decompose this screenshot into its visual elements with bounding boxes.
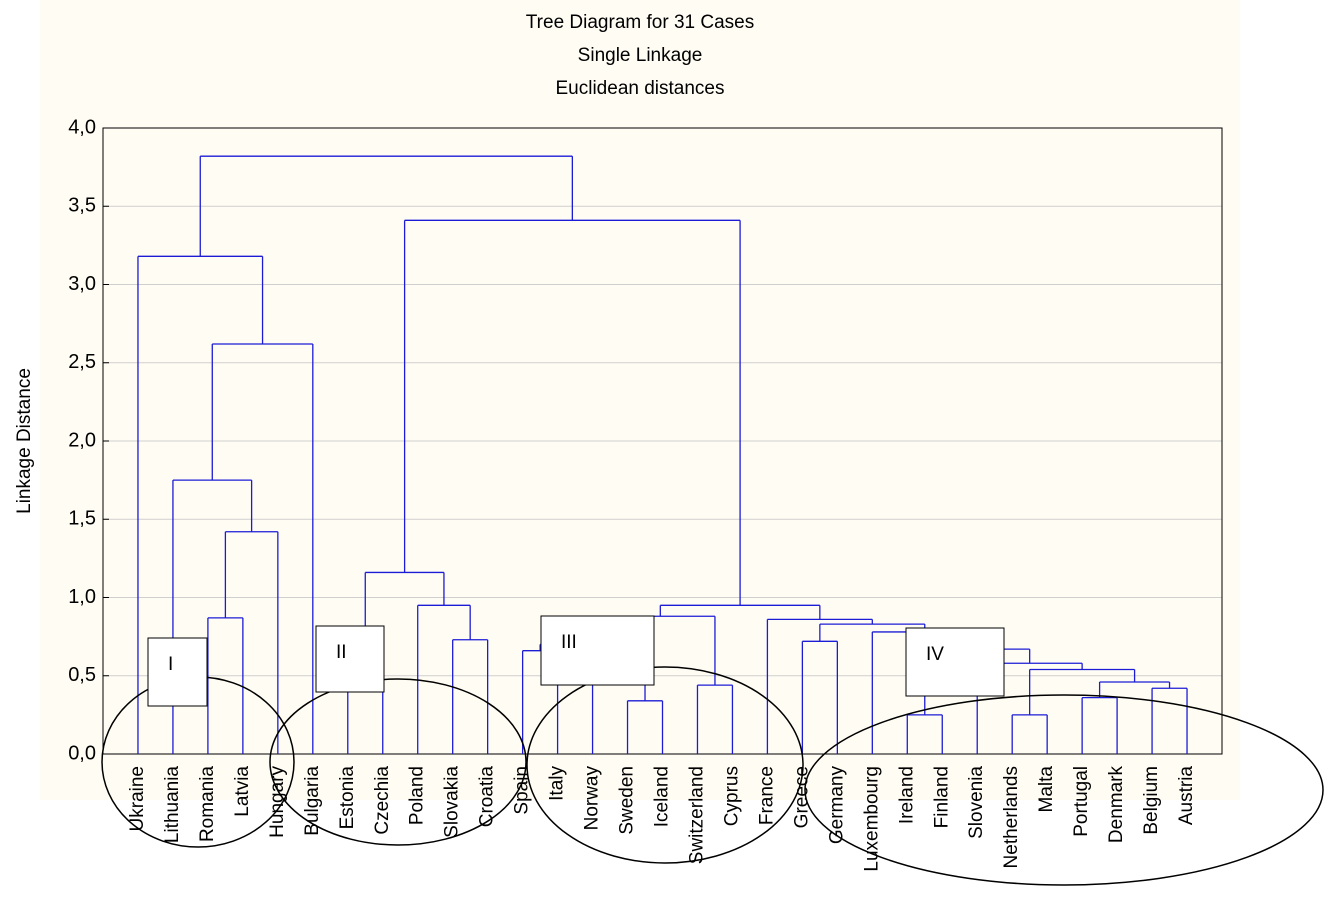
y-tick-label: 0,0 (68, 742, 96, 764)
leaf-label: Slovenia (966, 766, 987, 839)
leaf-label: Netherlands (1001, 766, 1022, 868)
leaf-label: Italy (547, 766, 568, 801)
cluster-ellipse (526, 666, 804, 864)
y-tick-label: 2,0 (68, 429, 96, 451)
chart-title: Tree Diagram for 31 Cases (526, 12, 754, 33)
annotation-label: III (561, 632, 577, 653)
y-tick-label: 4,0 (68, 116, 96, 138)
leaf-label: Estonia (337, 766, 358, 830)
leaf-label: Spain (512, 766, 533, 815)
y-tick-label: 3,5 (68, 195, 96, 217)
leaf-label: Belgium (1141, 766, 1162, 835)
leaf-label: Germany (826, 766, 847, 845)
leaf-label: Czechia (372, 766, 393, 835)
annotation-label: I (168, 654, 173, 675)
annotation-box (147, 637, 208, 707)
annotation-label: II (336, 642, 347, 663)
leaf-label: Ukraine (127, 766, 148, 831)
leaf-label: Slovakia (442, 766, 463, 838)
leaf-label: Malta (1036, 766, 1057, 813)
leaf-label: Luxembourg (861, 766, 882, 872)
leaf-label: Finland (931, 766, 952, 828)
leaf-label: Greece (791, 766, 812, 828)
leaf-label: Sweden (617, 766, 638, 835)
y-tick-label: 3,0 (68, 273, 96, 295)
leaf-label: Latvia (232, 766, 253, 817)
chart-subtitle: Euclidean distances (556, 78, 725, 99)
annotation-box (540, 615, 655, 686)
y-tick-label: 2,5 (68, 351, 96, 373)
leaf-label: Denmark (1106, 766, 1127, 844)
leaf-label: Iceland (652, 766, 673, 827)
y-tick-label: 0,5 (68, 664, 96, 686)
leaf-label: Austria (1176, 766, 1197, 826)
leaf-label: Bulgaria (302, 766, 323, 836)
annotation-box (315, 625, 385, 693)
leaf-label: Croatia (477, 766, 498, 828)
leaf-label: Ireland (896, 766, 917, 824)
leaf-label: Hungary (267, 766, 288, 838)
leaf-label: Norway (582, 766, 603, 831)
y-tick-label: 1,5 (68, 508, 96, 530)
leaf-label: France (756, 766, 777, 825)
leaf-label: Switzerland (686, 766, 707, 864)
annotation-box (905, 627, 1005, 697)
cluster-ellipse (269, 678, 527, 846)
leaf-label: Cyprus (721, 766, 742, 826)
chart-subtitle: Single Linkage (578, 45, 703, 66)
annotation-label: IV (926, 644, 944, 665)
y-axis-label: Linkage Distance (14, 368, 35, 514)
y-tick-label: 1,0 (68, 586, 96, 608)
leaf-label: Romania (197, 766, 218, 842)
leaf-label: Poland (407, 766, 428, 825)
leaf-label: Portugal (1071, 766, 1092, 837)
leaf-label: Lithuania (162, 766, 183, 844)
cluster-ellipse (804, 694, 1324, 886)
